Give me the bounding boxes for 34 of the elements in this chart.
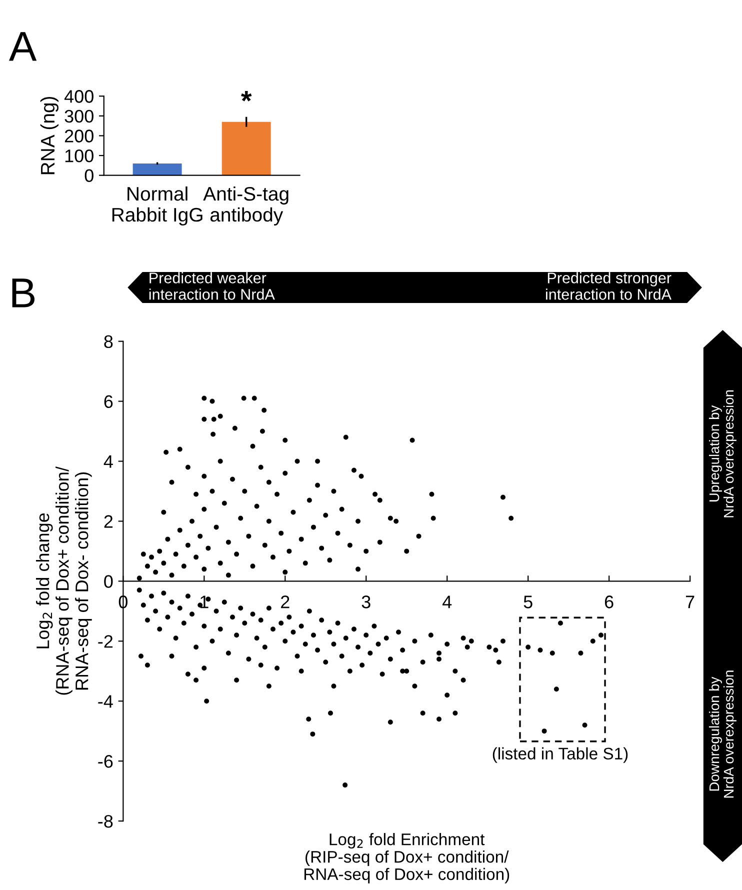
y-tick-label: 200	[64, 130, 94, 142]
annotation: (listed in Table S1)	[492, 747, 628, 763]
annotation: *	[241, 91, 252, 102]
y-tick-label: 300	[64, 110, 94, 123]
x-tick-label: 6	[604, 596, 614, 608]
y-tick-label: -4	[98, 695, 113, 708]
x-tick-label: 1	[200, 596, 208, 608]
chart-title: A	[8, 32, 37, 61]
x-tick-label: 2	[281, 596, 290, 608]
y-tick-label: 400	[64, 90, 94, 103]
y-tick-label: 2	[104, 515, 113, 528]
y-tick-label: -6	[98, 754, 113, 768]
y-tick-label: -8	[98, 814, 113, 828]
x-tick-label: 3	[362, 596, 370, 608]
x-tick-label: 7	[686, 596, 694, 608]
y-tick-label: 4	[104, 455, 113, 468]
y-tick-label: 8	[104, 335, 113, 348]
y-tick-label: -2	[98, 635, 113, 648]
x-tick-label: 5	[524, 596, 532, 608]
y-tick-label: 6	[104, 395, 113, 408]
y-tick-label: 100	[65, 149, 94, 162]
y-axis-title: Log$_{2}$ fold change (RNA-seq of Dox+ condition/ RNA-seq of Dox- condition)	[36, 466, 92, 695]
x-axis-title: Log$_{2}$ fold Enrichment (RIP-seq of Dox+ condition/ RNA-seq of Dox+ condition)	[304, 833, 510, 884]
text: Predicted stronger interaction to NrdA	[546, 272, 672, 300]
text: Downregulation by NrdA overexpression	[709, 670, 736, 798]
x-tick-label: 4	[442, 596, 452, 608]
text: Upregulation by NrdA overexpression	[709, 390, 736, 518]
y-tick-label: 0	[84, 169, 94, 182]
text: Predicted weaker interaction to NrdA	[149, 272, 275, 300]
x-tick-label: Anti-S-tag antibody	[203, 186, 288, 226]
x-tick-label: Normal Rabbit IgG	[112, 186, 202, 226]
chart-title: B	[12, 278, 34, 308]
y-axis-title: RNA (ng)	[40, 96, 58, 174]
y-tick-label: 0	[104, 575, 113, 588]
